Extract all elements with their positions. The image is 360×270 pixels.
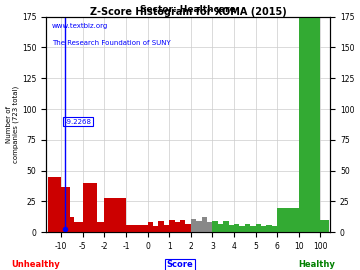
Bar [196, 221, 202, 232]
Bar [153, 226, 158, 232]
Bar [277, 208, 299, 232]
Bar [164, 225, 169, 232]
Bar [104, 198, 126, 232]
Bar [207, 222, 212, 232]
Bar [299, 17, 320, 232]
Bar [97, 222, 104, 232]
Bar [169, 220, 175, 232]
Bar [148, 222, 153, 232]
Bar [245, 224, 250, 232]
Bar [256, 224, 261, 232]
Text: Healthy: Healthy [298, 260, 335, 269]
Bar [320, 220, 329, 232]
Bar [48, 177, 61, 232]
Bar [90, 183, 97, 232]
Bar [212, 221, 218, 232]
Bar [223, 221, 229, 232]
Bar [202, 217, 207, 232]
Bar [234, 224, 239, 232]
Bar [185, 224, 191, 232]
Bar [175, 222, 180, 232]
Text: The Research Foundation of SUNY: The Research Foundation of SUNY [52, 40, 171, 46]
Bar [239, 226, 245, 232]
Bar [250, 226, 256, 232]
Bar [266, 225, 272, 232]
Bar [74, 222, 78, 232]
Bar [191, 219, 196, 232]
Bar [158, 221, 164, 232]
Text: Score: Score [167, 260, 193, 269]
Bar [126, 225, 148, 232]
Text: -9.2268: -9.2268 [64, 119, 91, 125]
Bar [66, 187, 70, 232]
Text: www.textbiz.org: www.textbiz.org [52, 23, 108, 29]
Bar [261, 226, 266, 232]
Bar [229, 225, 234, 232]
Y-axis label: Number of
companies (723 total): Number of companies (723 total) [5, 86, 19, 163]
Text: Sector: Healthcare: Sector: Healthcare [140, 5, 236, 15]
Title: Z-Score Histogram for XOMA (2015): Z-Score Histogram for XOMA (2015) [90, 7, 287, 17]
Bar [218, 224, 223, 232]
Bar [180, 220, 185, 232]
Bar [78, 222, 83, 232]
Bar [70, 217, 74, 232]
Bar [61, 187, 66, 232]
Bar [272, 226, 277, 232]
Bar [83, 183, 90, 232]
Text: Unhealthy: Unhealthy [12, 260, 60, 269]
